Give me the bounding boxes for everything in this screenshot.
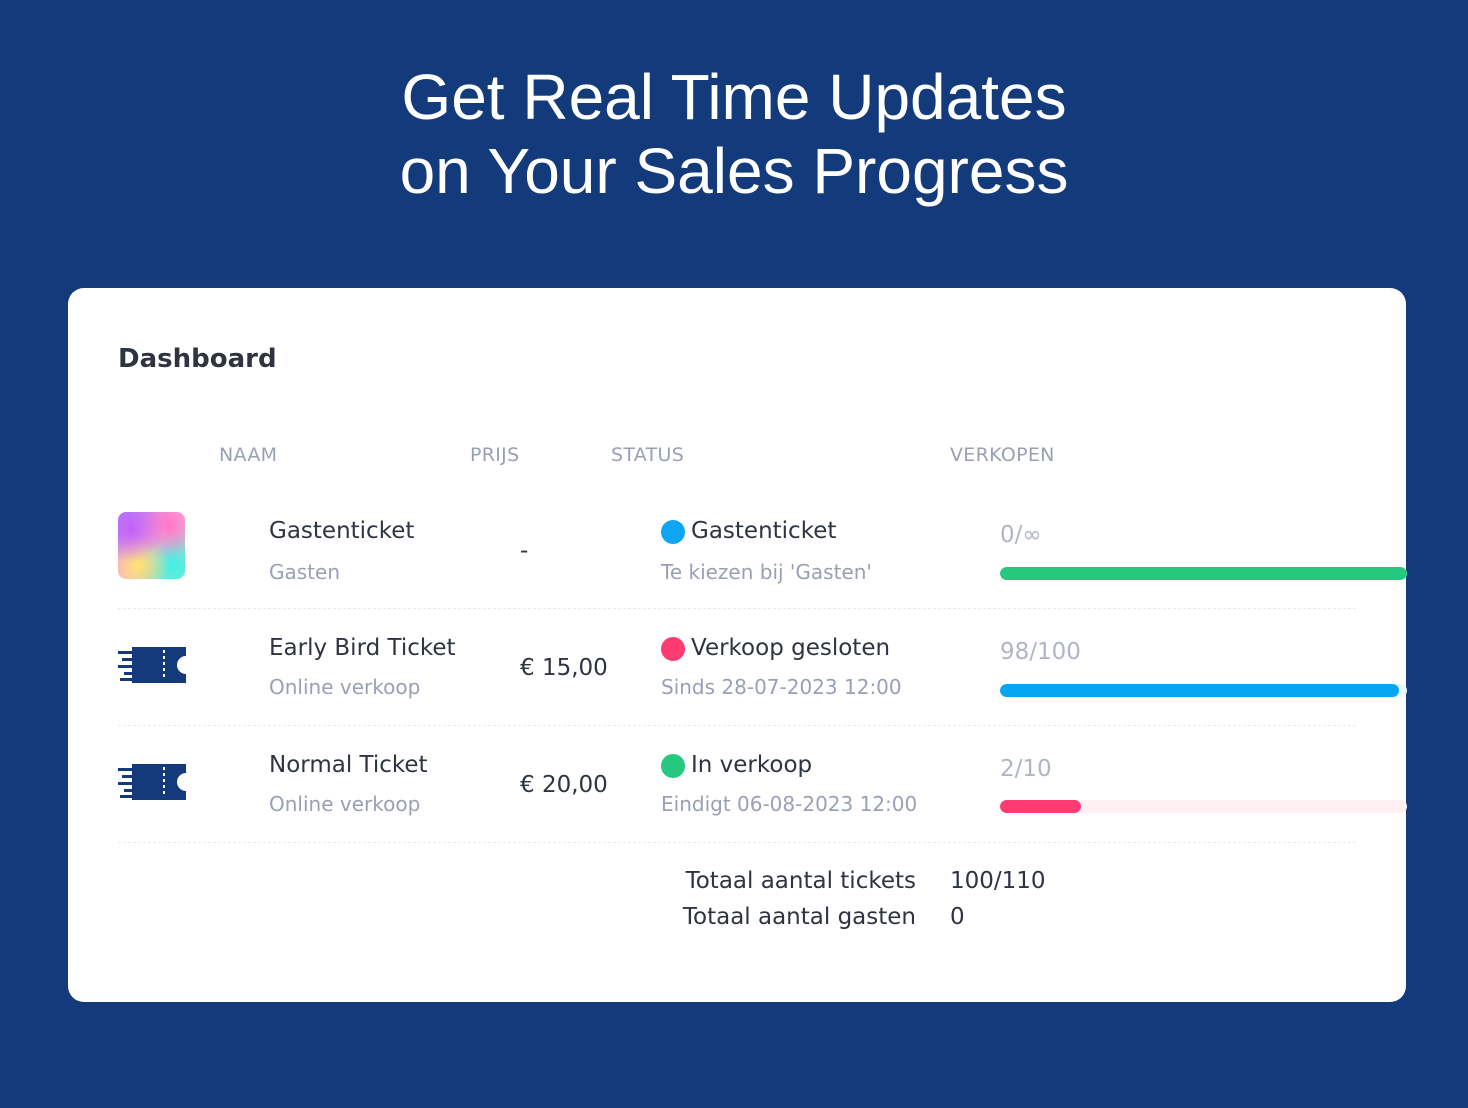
row-divider [118, 842, 1356, 843]
status-detail: Eindigt 06-08-2023 12:00 [661, 792, 918, 816]
dashboard-card: Dashboard NAAM PRIJS STATUS VERKOPEN Gas… [68, 288, 1407, 1002]
ticket-icon [118, 647, 186, 683]
column-header-sales: VERKOPEN [950, 444, 1055, 466]
ticket-name: Early Bird Ticket [269, 635, 456, 661]
row-divider [118, 608, 1356, 609]
table-row[interactable]: Normal Ticket Online verkoop € 20,00 In … [118, 726, 1407, 843]
hero-line-1: Get Real Time Updates [401, 61, 1067, 133]
sales-progress-fill [1000, 800, 1082, 813]
ticket-channel: Online verkoop [269, 792, 421, 816]
ticket-name: Normal Ticket [269, 752, 428, 778]
status-label: Gastenticket [691, 518, 837, 544]
sales-progress-bar [1000, 684, 1407, 697]
row-divider [118, 725, 1356, 726]
sales-count: 0/∞ [1000, 522, 1042, 548]
status-dot-icon [661, 637, 685, 661]
total-guests-value: 0 [950, 904, 965, 930]
status-label: In verkoop [691, 752, 813, 778]
sales-progress-bar [1000, 800, 1407, 813]
table-row[interactable]: Gastenticket Gasten - Gastenticket Te ki… [118, 492, 1407, 609]
hero-headline: Get Real Time Updates on Your Sales Prog… [0, 60, 1468, 208]
table-row[interactable]: Early Bird Ticket Online verkoop € 15,00… [118, 609, 1407, 726]
status-detail: Te kiezen bij 'Gasten' [661, 560, 872, 584]
total-guests-label: Totaal aantal gasten [682, 904, 916, 930]
ticket-price: € 20,00 [520, 772, 608, 798]
ticket-channel: Gasten [269, 560, 340, 584]
dashboard-title: Dashboard [118, 344, 277, 374]
sales-count: 2/10 [1000, 756, 1052, 782]
status-dot-icon [661, 520, 685, 544]
ticket-price: - [520, 538, 529, 564]
ticket-name: Gastenticket [269, 518, 415, 544]
sales-progress-fill [1000, 567, 1407, 580]
total-tickets-value: 100/110 [950, 868, 1046, 894]
guest-ticket-thumbnail-icon [118, 512, 185, 579]
status-detail: Sinds 28-07-2023 12:00 [661, 675, 902, 699]
sales-count: 98/100 [1000, 639, 1081, 665]
total-tickets-label: Totaal aantal tickets [685, 868, 916, 894]
status-dot-icon [661, 754, 685, 778]
column-header-price: PRIJS [470, 444, 520, 466]
hero-line-2: on Your Sales Progress [399, 135, 1069, 207]
ticket-channel: Online verkoop [269, 675, 421, 699]
column-header-status: STATUS [611, 444, 685, 466]
ticket-price: € 15,00 [520, 655, 608, 681]
column-header-name: NAAM [219, 444, 278, 466]
sales-progress-fill [1000, 684, 1399, 697]
status-label: Verkoop gesloten [691, 635, 891, 661]
sales-progress-bar [1000, 567, 1407, 580]
ticket-icon [118, 764, 186, 800]
